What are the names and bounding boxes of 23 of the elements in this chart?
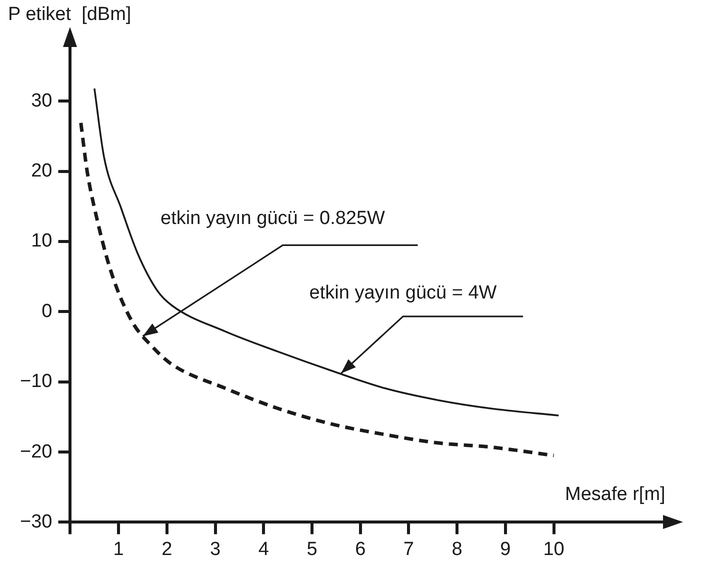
annotation: etkin yayın gücü = 4W — [309, 282, 497, 304]
y-tick-label: 10 — [31, 230, 52, 252]
y-tick-label: 20 — [31, 160, 52, 182]
y-tick-label: 30 — [31, 90, 52, 112]
x-tick-label: 10 — [543, 538, 564, 560]
x-tick-label: 5 — [306, 538, 318, 560]
x-tick-label: 7 — [403, 538, 414, 560]
x-axis-title: Mesafe r[m] — [565, 484, 666, 506]
x-tick-label: 2 — [162, 538, 172, 560]
x-tick-label: 8 — [452, 538, 462, 560]
x-tick-label: 4 — [258, 538, 270, 560]
y-tick-label: −20 — [20, 441, 52, 462]
y-tick-label: 0 — [42, 300, 52, 322]
y-axis-title: P etiket [dBm] — [8, 4, 132, 25]
x-tick-label: 3 — [210, 538, 221, 560]
x-tick-label: 9 — [500, 538, 511, 560]
annotation: etkin yayın gücü = 0.825W — [160, 208, 386, 230]
y-tick-label: −30 — [20, 511, 52, 532]
line-series — [79, 121, 556, 458]
line-series — [94, 88, 560, 416]
x-tick-label: 6 — [355, 538, 366, 560]
y-tick-label: −10 — [20, 371, 52, 392]
x-tick-label: 1 — [113, 538, 124, 560]
